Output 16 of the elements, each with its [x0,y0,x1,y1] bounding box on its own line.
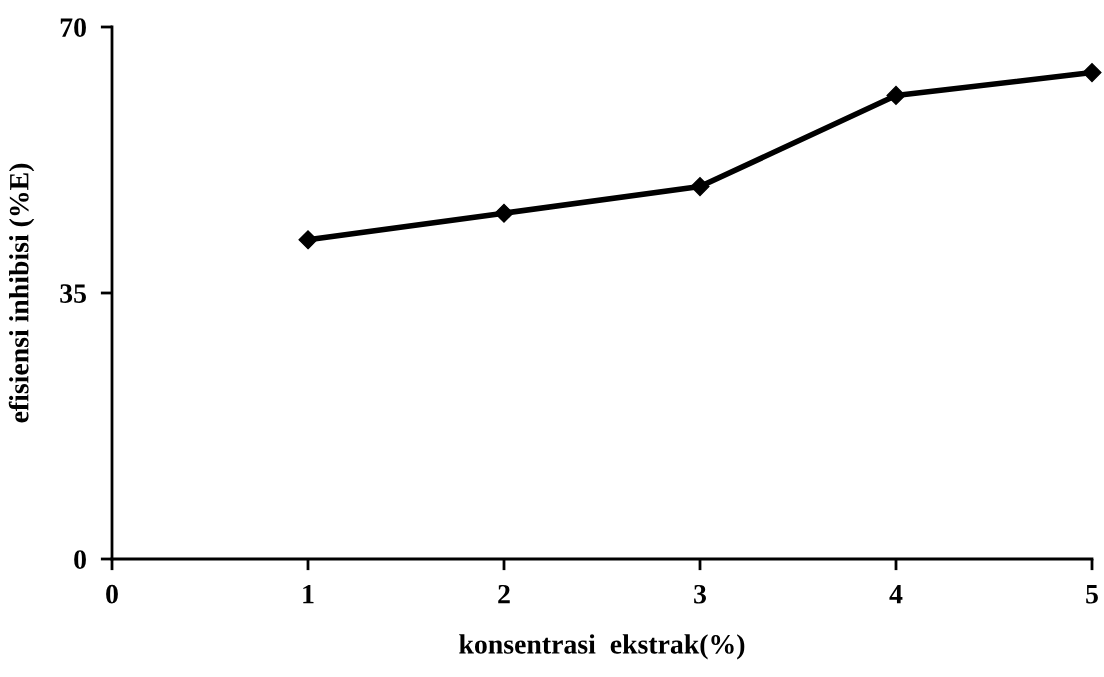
x-tick-label: 5 [1086,585,1098,604]
point [886,85,906,105]
x-axis-title: konsentrasi ekstrak(%) [459,634,745,660]
point [494,203,514,223]
point [690,177,710,197]
x-tick-label: 0 [106,584,118,604]
y-tick-label: 0 [74,550,86,569]
x-tick-label: 4 [889,584,903,604]
x-tick-label: 2 [498,584,510,604]
x-tick-label: 1 [303,584,314,604]
y-tick-label: 35 [60,284,86,303]
x-tick-label: 3 [694,584,706,604]
point [1082,63,1102,83]
y-tick-label: 70 [60,18,86,37]
y-axis-title: efisiensi inhibisi (%E) [8,163,35,423]
point [298,230,318,250]
